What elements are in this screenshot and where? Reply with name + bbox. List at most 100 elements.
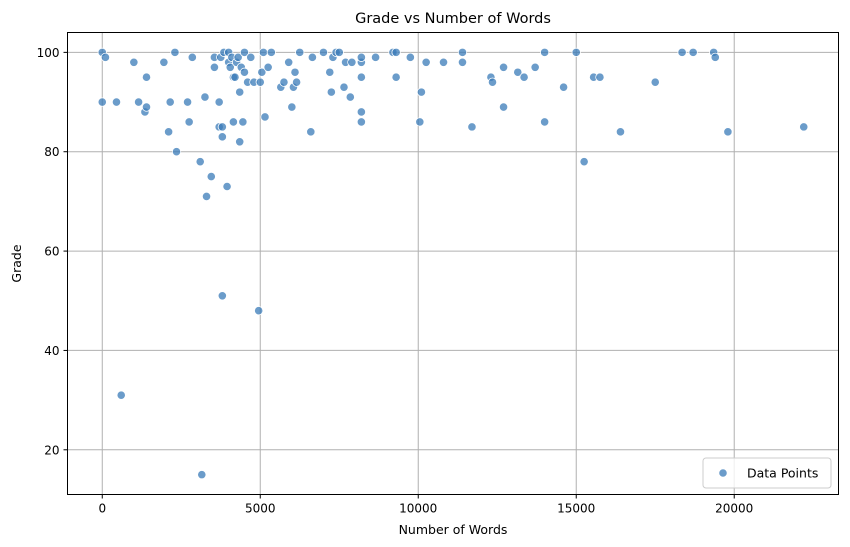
- data-point: [260, 112, 270, 122]
- data-point: [228, 117, 238, 127]
- data-point: [255, 77, 265, 87]
- data-point: [540, 47, 550, 57]
- data-point: [217, 122, 227, 132]
- data-point: [356, 117, 366, 127]
- data-point: [558, 82, 569, 92]
- data-point: [405, 52, 415, 62]
- data-point: [356, 52, 366, 62]
- data-point: [498, 62, 509, 72]
- data-point: [457, 47, 468, 57]
- data-point: [498, 102, 509, 112]
- data-point: [799, 122, 809, 132]
- data-point: [222, 181, 232, 192]
- data-point: [133, 97, 144, 107]
- data-point: [165, 97, 175, 107]
- data-point: [116, 390, 126, 400]
- data-point: [345, 92, 355, 102]
- data-point: [650, 77, 660, 87]
- legend-marker: [718, 468, 728, 478]
- data-point: [209, 62, 220, 72]
- data-point: [238, 117, 248, 127]
- data-point: [391, 72, 401, 82]
- y-axis-label: Grade: [9, 244, 24, 282]
- chart-title: Grade vs Number of Words: [355, 11, 551, 27]
- data-point: [171, 147, 182, 157]
- data-point: [339, 82, 349, 92]
- data-point: [326, 87, 336, 97]
- data-point: [239, 47, 250, 57]
- data-point: [195, 157, 205, 167]
- data-point: [287, 102, 297, 112]
- data-point: [540, 117, 550, 127]
- data-point: [200, 92, 210, 102]
- data-point: [257, 67, 267, 77]
- data-point: [164, 127, 174, 137]
- data-point: [457, 57, 468, 67]
- data-point: [201, 191, 212, 202]
- data-point: [217, 291, 227, 301]
- data-point: [233, 52, 243, 62]
- legend-label: Data Points: [747, 466, 818, 481]
- x-tick-label: 0: [98, 502, 106, 516]
- data-point: [370, 52, 381, 62]
- data-point: [97, 97, 107, 107]
- data-point: [263, 62, 273, 72]
- data-point: [307, 52, 317, 62]
- data-point: [571, 47, 581, 57]
- y-tick-label: 80: [44, 145, 59, 159]
- x-tick-label: 5000: [245, 502, 276, 516]
- data-point: [246, 52, 256, 62]
- data-point: [290, 67, 300, 77]
- data-point: [170, 47, 180, 57]
- data-point: [579, 157, 589, 167]
- data-point: [723, 127, 733, 137]
- data-point: [487, 77, 498, 87]
- data-point: [111, 97, 122, 107]
- data-point: [187, 52, 197, 62]
- y-tick-label: 40: [44, 344, 59, 358]
- legend-box: [702, 457, 832, 489]
- data-point: [334, 47, 344, 57]
- data-point: [347, 57, 357, 67]
- data-point: [235, 137, 245, 147]
- points-layer: [97, 47, 809, 480]
- ticks-layer: 0 5000 10000 15000 20000 20 40 60 80 100: [37, 46, 754, 516]
- data-point: [225, 62, 235, 72]
- data-point: [129, 57, 139, 67]
- data-point: [197, 470, 207, 480]
- x-axis-label: Number of Words: [399, 522, 508, 537]
- data-point: [159, 57, 169, 67]
- data-point: [230, 72, 240, 82]
- x-tick-label: 10000: [399, 502, 437, 516]
- data-point: [295, 47, 305, 57]
- data-point: [356, 72, 366, 82]
- data-point: [519, 72, 529, 82]
- data-point: [530, 62, 540, 72]
- data-point: [391, 47, 401, 57]
- data-point: [318, 47, 329, 57]
- plot-frame: [67, 32, 839, 495]
- data-point: [206, 171, 216, 182]
- data-point: [214, 97, 224, 107]
- data-point: [291, 77, 302, 87]
- data-point: [356, 107, 366, 117]
- data-point: [677, 47, 687, 57]
- data-point: [141, 102, 152, 112]
- data-point: [415, 117, 425, 127]
- y-tick-label: 60: [44, 245, 59, 259]
- data-point: [254, 306, 264, 316]
- data-point: [306, 127, 316, 137]
- data-point: [710, 52, 720, 62]
- data-point: [325, 67, 335, 77]
- data-point: [467, 122, 477, 132]
- data-point: [595, 72, 605, 82]
- data-point: [141, 72, 152, 82]
- data-point: [513, 67, 523, 77]
- x-tick-label: 15000: [557, 502, 595, 516]
- data-point: [184, 117, 194, 127]
- data-point: [182, 97, 193, 107]
- data-point: [615, 127, 626, 137]
- data-point: [100, 52, 111, 62]
- data-point: [266, 47, 276, 57]
- y-tick-label: 100: [37, 46, 60, 60]
